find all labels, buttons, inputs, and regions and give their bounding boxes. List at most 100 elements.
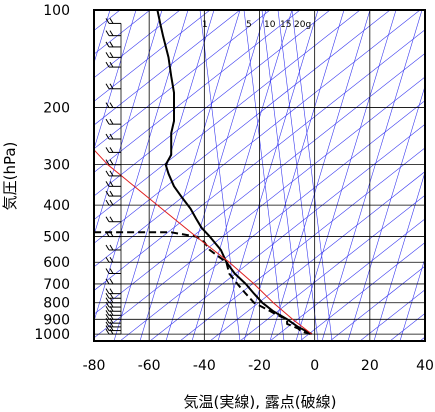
wind-barb [105, 181, 121, 187]
wind-barb [105, 216, 121, 223]
temperature-line [156, 10, 313, 335]
wind-barb [105, 18, 121, 24]
x-tick-label: -40 [193, 358, 216, 374]
wind-barb [105, 83, 121, 90]
wind-barb-flag [105, 102, 110, 108]
x-tick-label: -20 [248, 358, 271, 374]
wind-barb-flag [105, 278, 110, 285]
wind-barb-flag [109, 118, 114, 125]
wind-barb-flag [105, 52, 110, 58]
wind-barb-flag [105, 181, 110, 187]
adiabat-line [149, 123, 425, 341]
wind-barb-flag [109, 52, 114, 58]
wind-barb-flag [105, 288, 110, 294]
wind-barb-flag [105, 268, 110, 274]
wind-barb [105, 159, 121, 166]
wind-barb-flag [105, 159, 110, 165]
wind-barb-flag [105, 328, 110, 335]
profile-lines [94, 10, 313, 336]
wind-barb [105, 328, 121, 335]
isotherm-line [191, 10, 293, 341]
wind-barb [105, 52, 121, 58]
adiabat-line [94, 10, 271, 150]
wind-barb [105, 41, 121, 48]
mixing-ratio-line [199, 10, 241, 341]
y-tick-label: 300 [43, 158, 70, 174]
wind-barb-flag [105, 118, 110, 125]
adiabat-line [94, 52, 425, 315]
mixing-ratio-line [261, 10, 303, 341]
isotherm-line [321, 10, 423, 341]
wind-barb-flag [109, 244, 114, 251]
y-tick-label: 400 [43, 198, 70, 214]
x-tick-label: -60 [138, 358, 161, 374]
parcel-line [94, 149, 313, 335]
wind-barb [105, 147, 121, 153]
wind-barb [105, 61, 121, 68]
wind-barb-flag [109, 147, 114, 153]
wind-barb-flag [109, 216, 114, 222]
isotherm-line [139, 10, 241, 341]
isotherm-line [295, 10, 397, 341]
wind-barb-flag [105, 231, 110, 237]
grid-lines [93, 9, 426, 341]
wind-barb-flag [105, 170, 110, 177]
wind-barb-flag [105, 321, 110, 328]
wind-barb-flag [109, 159, 114, 165]
wind-barb-flag [105, 244, 110, 251]
wind-barb-flag [109, 18, 114, 24]
y-tick-label: 1000 [34, 327, 70, 343]
wind-barb-flag [105, 61, 110, 68]
wind-barb-flag [109, 102, 114, 108]
wind-barb-flag [109, 288, 114, 294]
wind-barb [105, 256, 121, 263]
x-tick-label: 40 [416, 358, 434, 374]
mixing-ratio-label: 10 [264, 20, 276, 30]
wind-barb-flag [105, 147, 110, 153]
wind-barb-flag [105, 199, 110, 206]
wind-barb-flag [105, 310, 110, 316]
mixing-ratio-label: 1 [202, 20, 208, 30]
wind-barb-flag [109, 256, 114, 263]
wind-barb [105, 231, 121, 238]
isotherm-line [165, 10, 267, 341]
adiabat-line [94, 10, 391, 244]
wind-barb [105, 325, 121, 332]
y-tick-label: 900 [43, 312, 70, 328]
wind-barb-flag [109, 170, 114, 177]
isotherm-line [347, 85, 425, 341]
wind-barb-flag [105, 317, 110, 324]
wind-barb-flag [105, 41, 110, 48]
wind-barbs [105, 18, 122, 335]
wind-barb-flag [105, 256, 110, 263]
mixing-ratio-labels: 1 5 10 15 20g [202, 20, 311, 30]
wind-barb-flag [105, 18, 110, 24]
y-tick-label: 100 [43, 3, 70, 19]
wind-barb [105, 30, 121, 37]
wind-barb-flag [105, 216, 110, 222]
y-tick-label: 800 [43, 296, 70, 312]
wind-barb-flag [105, 133, 110, 140]
y-axis-title: 気圧(hPa) [1, 142, 19, 211]
mixing-ratio-line [277, 10, 319, 341]
wind-barb [105, 268, 121, 274]
adiabat-line [419, 336, 425, 341]
y-tick-label: 500 [43, 230, 70, 246]
wind-barb-flag [109, 190, 114, 197]
mixing-ratio-label: 5 [246, 20, 252, 30]
wind-barb-flag [105, 305, 110, 312]
mixing-ratio-label: 15 [280, 20, 291, 30]
wind-barb-flag [109, 83, 114, 90]
x-tick-label: 0 [310, 358, 319, 374]
wind-barb-flag [109, 199, 114, 206]
wind-barb-flag [109, 278, 114, 285]
adiabat-line [94, 29, 425, 291]
wind-barb-flag [109, 325, 114, 331]
wind-barb-flag [105, 190, 110, 197]
wind-barb-flag [109, 328, 114, 335]
isotherm-line [217, 10, 319, 341]
wind-barb-flag [105, 292, 110, 299]
adiabat-line [94, 10, 301, 173]
mixing-ratio-label: 20g [294, 20, 311, 30]
